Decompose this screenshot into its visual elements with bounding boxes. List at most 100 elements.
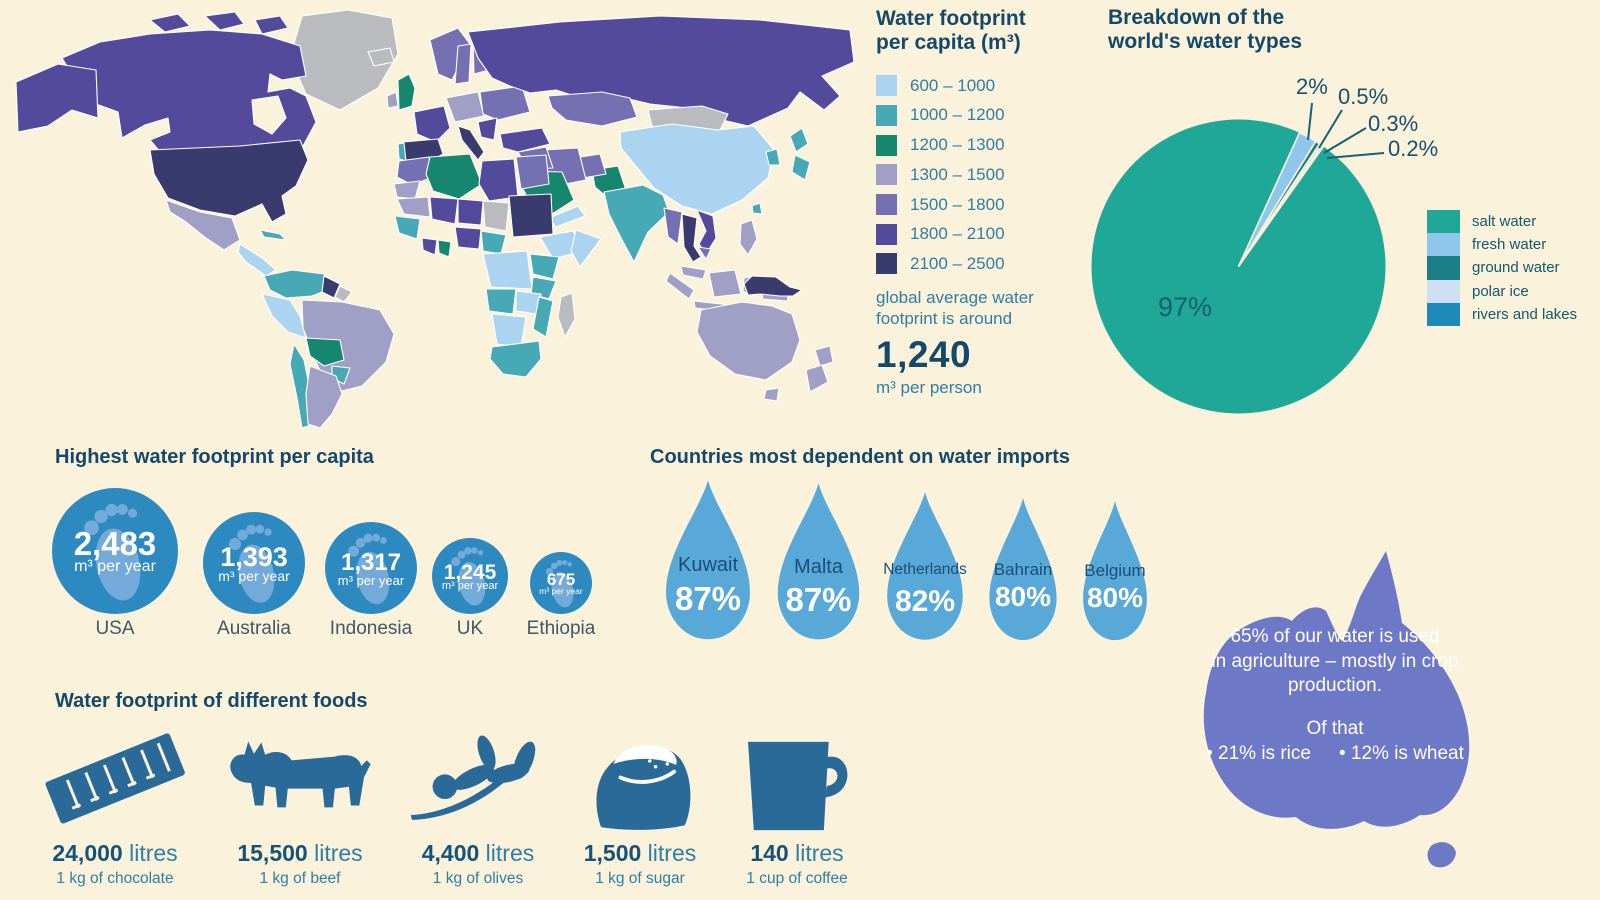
water-drop-icon	[666, 480, 750, 640]
legend-swatch	[876, 253, 897, 275]
map-region-japan	[791, 154, 811, 181]
drop-country: Malta	[794, 555, 843, 578]
callout-line-02pct	[1326, 152, 1385, 159]
map-region-nigeria	[454, 226, 482, 250]
map-region-ghana	[437, 239, 452, 258]
drop-country: Kuwait	[677, 554, 739, 577]
food-item-chocolate: 24,000 litres 1 kg of chocolate	[23, 714, 207, 887]
foods-title: Water footprint of different foods	[55, 690, 368, 712]
footprint-country-uk: UK	[456, 618, 484, 639]
legend-item: 1800 – 2100	[876, 223, 1046, 245]
map-region-guyana	[321, 275, 341, 299]
food-value: 15,500	[237, 840, 308, 866]
map-region-south-africa	[489, 340, 542, 378]
pie-label-rivers-lakes: 0.2%	[1388, 136, 1439, 161]
map-region-angola	[485, 288, 517, 315]
map-region-sudan	[508, 193, 554, 238]
map-region-peru	[261, 293, 307, 339]
legend-swatch	[876, 223, 897, 245]
map-region-new-zealand	[814, 345, 834, 367]
legend-item: 1500 – 1800	[876, 194, 1046, 216]
map-region-thailand	[681, 213, 702, 263]
chocolate-bar-icon	[23, 714, 207, 834]
map-region-india	[603, 184, 670, 263]
legend-item: 2100 – 2500	[876, 253, 1046, 275]
food-caption: 1 cup of coffee	[746, 870, 848, 887]
pie-legend-swatch	[1427, 233, 1460, 257]
pie-chart	[1091, 102, 1386, 414]
map-region-morocco	[396, 156, 434, 186]
map-region-sumatra	[665, 272, 695, 300]
map-region-italy	[457, 125, 485, 161]
map-region-canada	[61, 29, 317, 159]
pie-title: Breakdown of the world's water types	[1108, 6, 1303, 54]
map-region-japan	[789, 127, 809, 153]
aus-fact-rice: • 21% is rice	[1206, 742, 1311, 764]
footprint-icon	[348, 533, 390, 604]
map-region-kazakhstan	[547, 91, 638, 127]
map-region-libya	[478, 158, 519, 202]
map-region-portugal	[397, 142, 407, 162]
pie-legend-label: fresh water	[1472, 236, 1547, 254]
map-region-australia	[696, 301, 801, 381]
map-region-balkans	[477, 117, 498, 141]
map-region-myanmar	[663, 207, 683, 245]
pie-legend-item: rivers and lakes	[1427, 302, 1578, 326]
map-region-egypt	[515, 154, 550, 190]
footprint-circle-usa: 2,483 m³ per year	[52, 488, 178, 614]
legend-swatch	[876, 164, 897, 186]
map-region-argentina	[305, 365, 343, 429]
drop-country: Belgium	[1084, 561, 1146, 581]
tasmania-shape	[1427, 842, 1456, 868]
pie-legend-item: ground water	[1427, 256, 1577, 280]
food-caption: 1 kg of sugar	[595, 870, 685, 887]
food-caption: 1 kg of chocolate	[56, 870, 174, 887]
map-region-western-sahara	[393, 180, 421, 200]
water-drop-icon	[777, 483, 860, 640]
map-region-ivory-coast	[421, 237, 438, 256]
note-line: footprint is around	[876, 309, 1013, 329]
pie-legend-label: rivers and lakes	[1472, 305, 1578, 323]
food-unit: litres	[122, 840, 178, 866]
australia-silhouette	[1203, 551, 1470, 868]
map-region-tasmania	[763, 387, 780, 402]
map-region-mozambique	[532, 296, 554, 338]
import-drop-belgium: Belgium 80%	[1077, 499, 1153, 646]
australia-shape	[1203, 551, 1470, 829]
map-region-chad	[482, 200, 510, 232]
footprint-value: 1,245	[443, 560, 497, 584]
aus-fact-line: in agriculture – mostly in crop	[1211, 650, 1459, 672]
map-region-central-america	[237, 243, 277, 277]
food-unit: litres	[307, 840, 363, 866]
map-region-colombia-venezuela	[263, 269, 333, 299]
footprint-value: 1,393	[220, 541, 288, 572]
map-region-philippines	[739, 219, 758, 256]
food-value: 4,400	[421, 840, 480, 866]
map-region-mauritania	[396, 196, 431, 218]
legend-range: 600 – 1000	[910, 75, 996, 95]
map-region-namibia-botswana	[491, 313, 527, 348]
map-region-alaska	[15, 63, 99, 133]
map-region-mali	[429, 196, 459, 225]
map-legend-title: Water footprint per capita (m³)	[876, 7, 1026, 55]
pie-label-polar-ice: 0.3%	[1368, 111, 1419, 136]
map-region-mexico	[165, 199, 241, 251]
legend-swatch	[876, 194, 897, 216]
legend-range: 2100 – 2500	[910, 253, 1005, 273]
pie-label-salt-water: 97%	[1157, 292, 1213, 322]
map-region-borneo	[708, 269, 742, 298]
legend-item: 1200 – 1300	[876, 134, 1046, 156]
legend-range: 1300 – 1500	[910, 164, 1005, 184]
legend-range: 1000 – 1200	[910, 105, 1005, 125]
cow-icon	[208, 714, 392, 834]
footprint-unit: m³ per year	[218, 568, 290, 585]
map-region-niger	[457, 198, 484, 226]
food-value: 24,000	[52, 840, 123, 866]
food-value: 1,500	[583, 840, 642, 866]
pie-slice-rivers-lakes	[1237, 144, 1325, 267]
olive-branch-icon	[386, 714, 570, 834]
aus-fact-line: production.	[1287, 675, 1382, 697]
legend-item: 1000 – 1200	[876, 104, 1046, 126]
import-drop-kuwait: Kuwait 87%	[658, 478, 758, 646]
aus-fact-line: 65% of our water is used	[1230, 626, 1440, 647]
